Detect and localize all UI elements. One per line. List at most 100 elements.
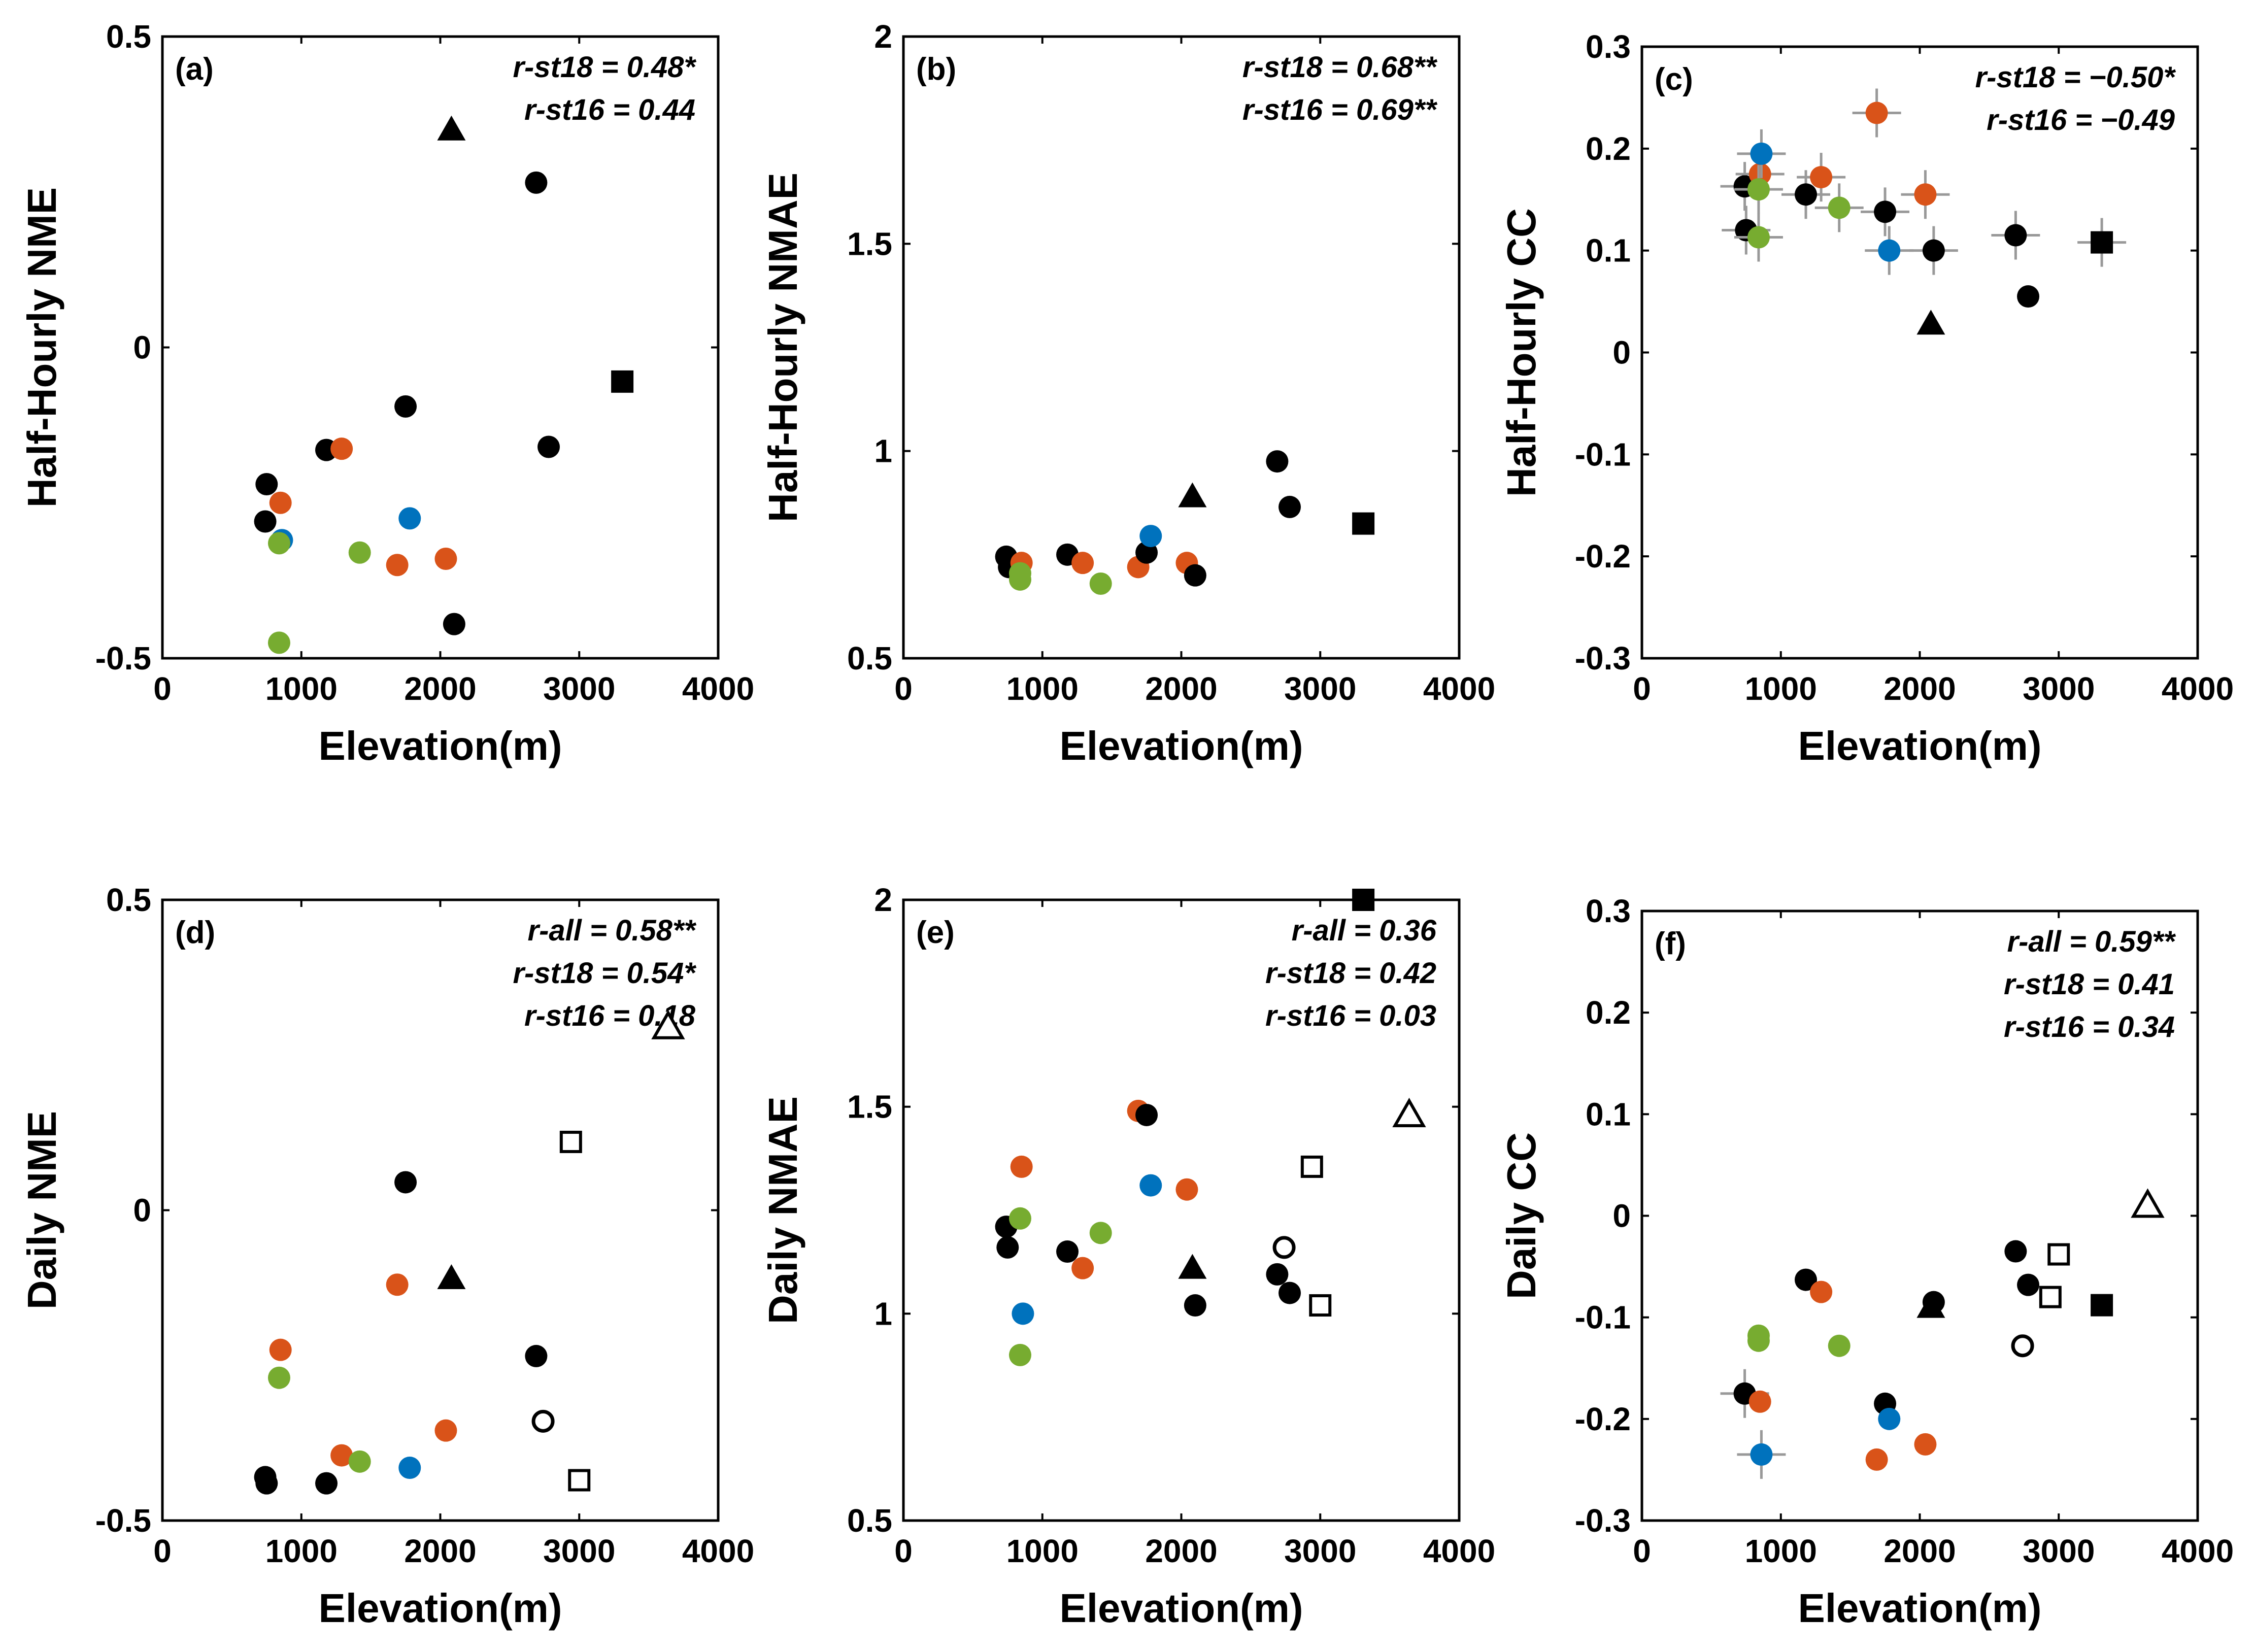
data-point-circle	[1828, 196, 1851, 219]
correlation-annotation: r-all = 0.36	[1292, 914, 1437, 947]
data-point-circle-open	[2011, 1334, 2034, 1358]
x-tick-label: 2000	[404, 670, 476, 707]
y-tick-label: 0.1	[1586, 1096, 1631, 1132]
data-point-square	[611, 370, 634, 393]
data-point-circle	[537, 435, 560, 458]
y-axis-label: Daily CC	[1499, 1132, 1544, 1299]
data-point-circle	[1184, 1294, 1206, 1317]
data-point-circle	[1810, 166, 1833, 189]
data-point-circle	[1750, 1443, 1773, 1466]
correlation-annotation: r-all = 0.58**	[528, 914, 697, 947]
panel-c: 0 1000 2000 3000 4000 -0.3 -0.2 -0.1 0 0.1 0.2 0.3 E…	[1499, 28, 2234, 768]
data-point-circle	[1914, 1433, 1937, 1456]
panel-label: (a)	[175, 52, 214, 87]
data-point-circle	[1747, 1329, 1770, 1352]
y-tick-label: 0	[1612, 1198, 1631, 1234]
x-tick-label: 1000	[265, 670, 338, 707]
data-point-square	[2091, 1294, 2113, 1317]
x-tick-label: 1000	[1006, 670, 1079, 707]
data-point-square-open	[559, 1130, 582, 1153]
data-point-circle	[315, 1472, 338, 1495]
correlation-annotation: r-st18 = 0.68**	[1242, 51, 1438, 84]
x-tick-label: 2000	[1883, 1533, 1956, 1569]
y-tick-label: 0.1	[1586, 232, 1631, 269]
y-tick-label: 1.5	[847, 225, 892, 262]
data-point-triangle-open	[651, 1009, 685, 1039]
x-tick-label: 4000	[682, 1533, 754, 1569]
y-tick-label: -0.2	[1575, 1401, 1631, 1437]
correlation-annotation: r-st16 = −0.49	[1987, 104, 2175, 137]
data-point-circle	[386, 1273, 409, 1296]
y-tick-label: -0.1	[1575, 1299, 1631, 1336]
y-tick-label: 0	[1612, 334, 1631, 371]
data-point-circle	[1071, 1257, 1094, 1279]
panels: 0 1000 2000 3000 4000-0.500.5Elevation(m)Hal…	[19, 18, 2234, 1631]
panel-e: 0 1000 2000 3000 4000 0.5 1 1.5 2 Elevation(m) Dai…	[760, 882, 1495, 1631]
panel-label: (b)	[916, 52, 956, 87]
correlation-annotation: r-st18 = −0.50*	[1975, 61, 2176, 94]
panel-label: (f)	[1655, 926, 1686, 961]
data-point-circle	[1008, 1207, 1031, 1230]
y-tick-label: 0	[133, 1192, 151, 1229]
correlation-annotation: r-st16 = 0.69**	[1242, 93, 1438, 126]
y-tick-label: 2	[874, 882, 892, 918]
data-point-circle	[1089, 1222, 1112, 1244]
y-tick-label: 0.3	[1586, 893, 1631, 929]
data-point-triangle-open	[2131, 1188, 2165, 1218]
data-point-circle	[1010, 1155, 1033, 1178]
y-tick-label: 0.5	[106, 882, 151, 918]
data-point-circle	[330, 1444, 353, 1467]
data-point-circle	[267, 631, 290, 654]
data-point-circle	[255, 473, 278, 495]
y-tick-label: 1	[874, 1295, 892, 1332]
data-point-circle	[330, 437, 353, 460]
x-tick-label: 1000	[1745, 670, 1817, 707]
data-point-circle	[267, 1366, 290, 1389]
data-point-square-open	[2039, 1286, 2062, 1308]
x-tick-label: 1000	[1745, 1533, 1817, 1569]
y-axis-label: Daily NMAE	[760, 1096, 805, 1324]
data-point-circle	[254, 510, 277, 533]
data-point-circle	[1795, 183, 1818, 206]
data-point-circle	[2017, 1273, 2040, 1296]
data-point-triangle	[1178, 1254, 1207, 1279]
y-tick-label: 0.2	[1586, 994, 1631, 1031]
correlation-annotation: r-st16 = 0.03	[1265, 999, 1436, 1032]
x-tick-label: 4000	[682, 670, 754, 707]
panel-b: 0 1000 2000 3000 4000 0.5 1 1.5 2 Elevation(m) Hal…	[760, 18, 1495, 768]
correlation-annotation: r-st16 = 0.34	[2004, 1010, 2175, 1043]
x-tick-label: 0	[1633, 670, 1651, 707]
data-point-circle	[1878, 239, 1901, 262]
correlation-annotation: r-st18 = 0.54*	[513, 957, 696, 990]
y-tick-label: 2	[874, 18, 892, 55]
data-point-circle	[1922, 1291, 1945, 1313]
x-tick-label: 0	[1633, 1533, 1651, 1569]
data-point-circle	[1266, 1263, 1289, 1286]
y-axis-label: Half-Hourly NME	[19, 187, 64, 508]
x-tick-label: 4000	[1423, 670, 1495, 707]
data-point-circle	[1089, 572, 1112, 595]
data-point-circle	[1135, 1103, 1158, 1126]
data-point-circle	[2017, 285, 2040, 308]
data-point-circle	[394, 395, 417, 418]
data-point-square	[1352, 512, 1375, 535]
y-tick-label: -0.3	[1575, 640, 1631, 677]
y-tick-label: 1	[874, 433, 892, 469]
data-point-circle	[996, 1236, 1019, 1259]
y-tick-label: -0.2	[1575, 538, 1631, 575]
data-point-circle	[1878, 1407, 1901, 1430]
data-point-square-open	[1300, 1155, 1323, 1178]
y-tick-label: -0.1	[1575, 436, 1631, 473]
correlation-annotation: r-st18 = 0.48*	[513, 51, 696, 84]
data-point-circle	[1748, 1390, 1771, 1413]
y-tick-label: 0.5	[847, 1502, 892, 1539]
x-tick-label: 0	[894, 670, 913, 707]
y-tick-label: 0.5	[106, 18, 151, 55]
data-point-circle	[1914, 183, 1937, 206]
data-point-circle	[269, 1338, 292, 1361]
correlation-annotation: r-st16 = 0.44	[524, 93, 695, 126]
data-point-circle	[394, 1171, 417, 1194]
data-point-triangle	[437, 115, 466, 141]
data-point-circle	[1750, 142, 1773, 165]
x-tick-label: 0	[894, 1533, 913, 1569]
